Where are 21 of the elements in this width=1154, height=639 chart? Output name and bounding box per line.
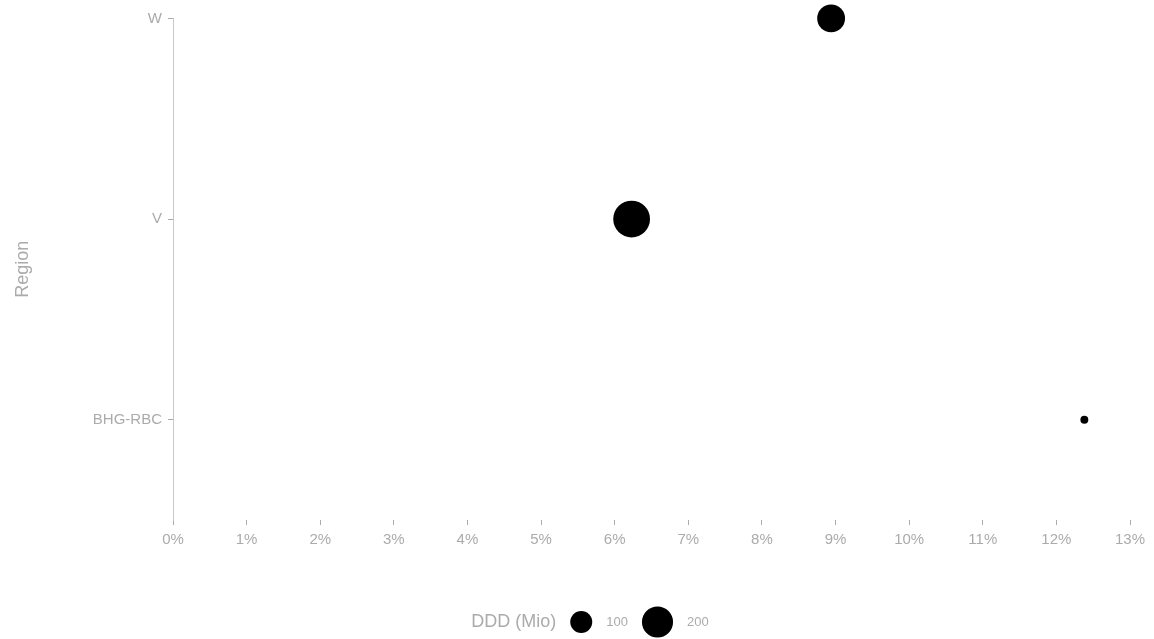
- x-tick-label: 13%: [1114, 530, 1146, 548]
- y-tick-label: BHG-RBC: [92, 409, 163, 427]
- x-tick-label: 2%: [309, 530, 332, 548]
- legend-label: 100: [606, 613, 628, 629]
- y-axis-title: Region: [11, 240, 32, 298]
- x-tick-label: 12%: [1041, 530, 1072, 548]
- x-tick-label: 9%: [824, 530, 847, 548]
- x-tick-label: 11%: [968, 530, 998, 548]
- x-tick-label: 4%: [456, 530, 479, 548]
- legend-title: DDD (Mio): [471, 610, 557, 631]
- x-tick-label: 8%: [751, 530, 773, 548]
- x-tick-label: 5%: [530, 530, 552, 548]
- x-tick-label: 6%: [603, 530, 626, 548]
- legend-label: 200: [687, 613, 709, 629]
- x-tick-label: 3%: [383, 530, 405, 548]
- x-tick-label: 1%: [235, 530, 258, 548]
- x-tick-label: 7%: [677, 530, 700, 548]
- y-tick-label: W: [147, 8, 163, 26]
- x-tick-label: 0%: [162, 530, 184, 548]
- y-tick-label: V: [151, 209, 162, 227]
- x-tick-label: 10%: [894, 530, 925, 548]
